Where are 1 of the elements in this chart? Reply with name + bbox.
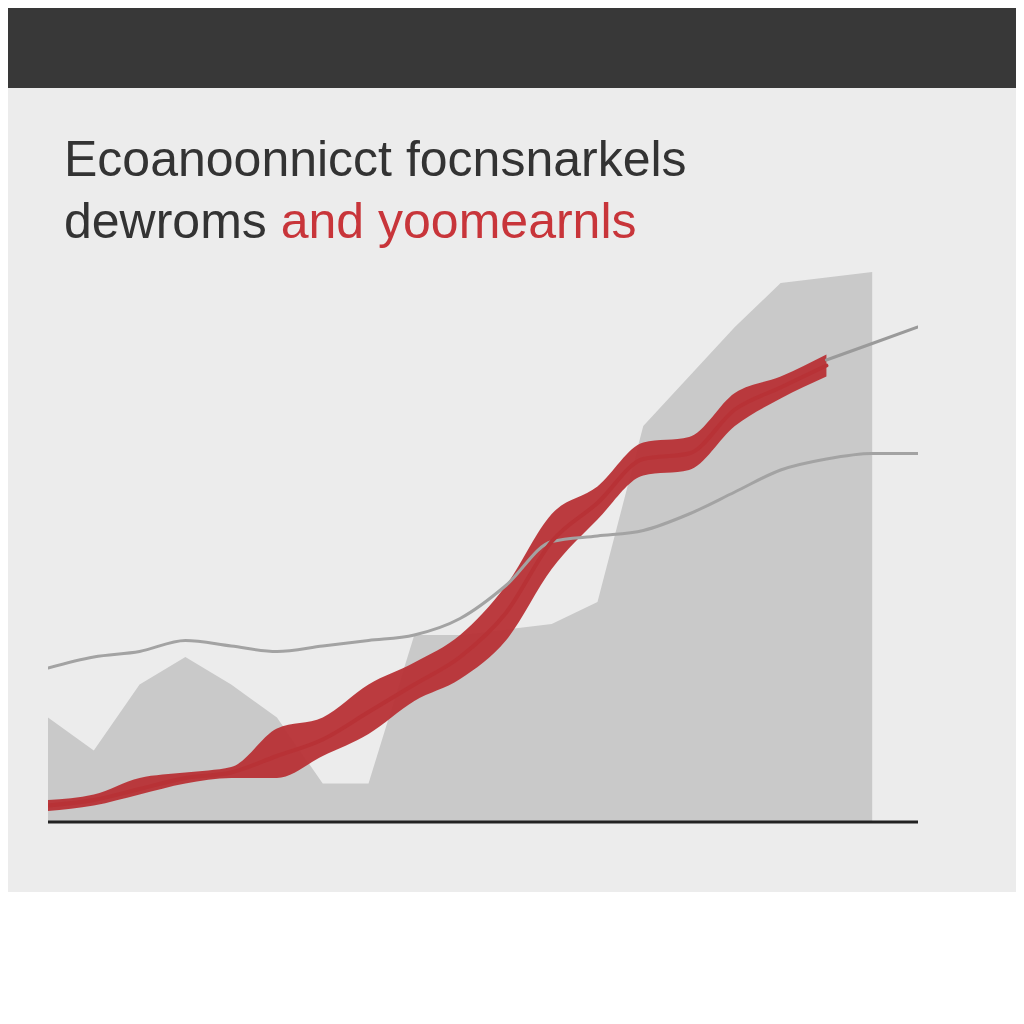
chart-title: Ecoanoonnicct focnsnarkels dewroms and yoomearnls [64, 130, 688, 251]
